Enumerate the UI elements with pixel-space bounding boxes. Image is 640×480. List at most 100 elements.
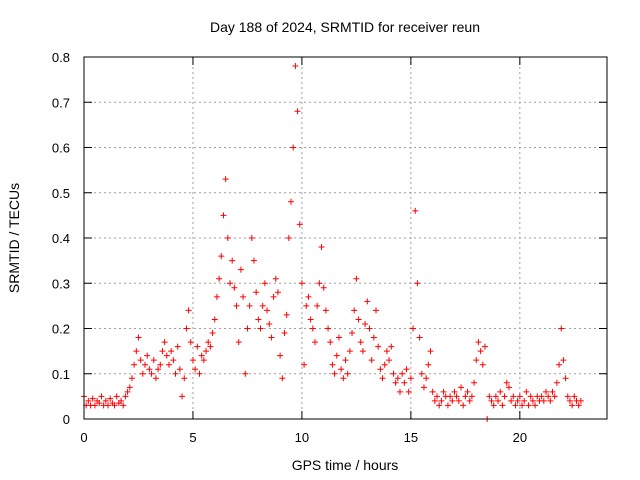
y-tick-label: 0.2	[52, 322, 70, 337]
data-point	[434, 393, 441, 400]
data-point	[481, 343, 488, 350]
data-point	[545, 393, 552, 400]
data-point	[377, 366, 384, 373]
data-point	[142, 361, 149, 368]
data-point	[553, 379, 560, 386]
data-point	[307, 316, 314, 323]
data-point	[139, 370, 146, 377]
data-point	[495, 397, 502, 404]
data-point	[294, 108, 301, 115]
data-point	[359, 348, 366, 355]
data-point	[229, 257, 236, 264]
data-point	[344, 370, 351, 377]
data-point	[187, 339, 194, 346]
data-point	[233, 302, 240, 309]
data-point	[538, 393, 545, 400]
data-point	[235, 339, 242, 346]
data-point	[457, 384, 464, 391]
data-point	[349, 330, 356, 337]
data-point	[196, 370, 203, 377]
data-point	[194, 343, 201, 350]
data-point	[172, 370, 179, 377]
data-points	[81, 63, 584, 422]
data-point	[296, 221, 303, 228]
data-point	[292, 63, 299, 70]
data-point	[516, 393, 523, 400]
data-point	[189, 357, 196, 364]
data-point	[379, 375, 386, 382]
data-point	[176, 366, 183, 373]
data-point	[137, 357, 144, 364]
y-tick-label: 0	[63, 412, 70, 427]
y-axis-label: SRMTID / TECUs	[6, 183, 22, 293]
y-tick-label: 0.6	[52, 141, 70, 156]
data-point	[288, 198, 295, 205]
data-point	[560, 357, 567, 364]
x-tick-label: 0	[80, 430, 87, 445]
data-point	[179, 393, 186, 400]
data-point	[331, 370, 338, 377]
data-point	[159, 348, 166, 355]
data-point	[425, 361, 432, 368]
data-point	[383, 348, 390, 355]
data-point	[566, 397, 573, 404]
data-point	[416, 334, 423, 341]
data-point	[510, 393, 517, 400]
data-point	[444, 402, 451, 409]
data-point	[405, 388, 412, 395]
data-point	[353, 275, 360, 282]
data-point	[381, 361, 388, 368]
data-point	[192, 366, 199, 373]
data-point	[521, 397, 528, 404]
data-point	[255, 316, 262, 323]
data-point	[111, 402, 118, 409]
data-point	[527, 393, 534, 400]
x-tick-label: 15	[404, 430, 418, 445]
data-point	[418, 370, 425, 377]
data-point	[124, 388, 131, 395]
data-point	[209, 330, 216, 337]
data-point	[407, 375, 414, 382]
data-point	[453, 393, 460, 400]
data-point	[128, 375, 135, 382]
data-point	[246, 302, 253, 309]
x-tick-label: 5	[189, 430, 196, 445]
data-point	[390, 370, 397, 377]
x-tick-label: 20	[513, 430, 527, 445]
data-point	[501, 393, 508, 400]
data-point	[259, 302, 266, 309]
y-tick-label: 0.3	[52, 276, 70, 291]
data-point	[131, 361, 138, 368]
data-point	[420, 384, 427, 391]
data-point	[316, 280, 323, 287]
data-point	[431, 397, 438, 404]
data-point	[423, 375, 430, 382]
data-point	[248, 235, 255, 241]
data-point	[492, 393, 499, 400]
data-point	[157, 361, 164, 368]
data-point	[274, 289, 281, 296]
data-point	[540, 397, 547, 404]
data-point	[523, 388, 530, 395]
data-point	[449, 397, 456, 404]
data-point	[368, 357, 375, 364]
data-point	[224, 235, 231, 241]
data-point	[429, 388, 436, 395]
data-point	[438, 397, 445, 404]
data-point	[207, 343, 214, 350]
data-point	[250, 257, 257, 264]
data-point	[488, 397, 495, 404]
data-point	[126, 384, 133, 391]
data-point	[161, 339, 168, 346]
data-point	[301, 361, 308, 368]
data-point	[512, 402, 519, 409]
x-axis-label: GPS time / hours	[292, 457, 399, 473]
data-point	[203, 348, 210, 355]
data-point	[503, 379, 510, 386]
data-point	[285, 235, 292, 241]
data-point	[155, 366, 162, 373]
data-point	[168, 348, 175, 355]
data-point	[519, 402, 526, 409]
data-point	[460, 402, 467, 409]
